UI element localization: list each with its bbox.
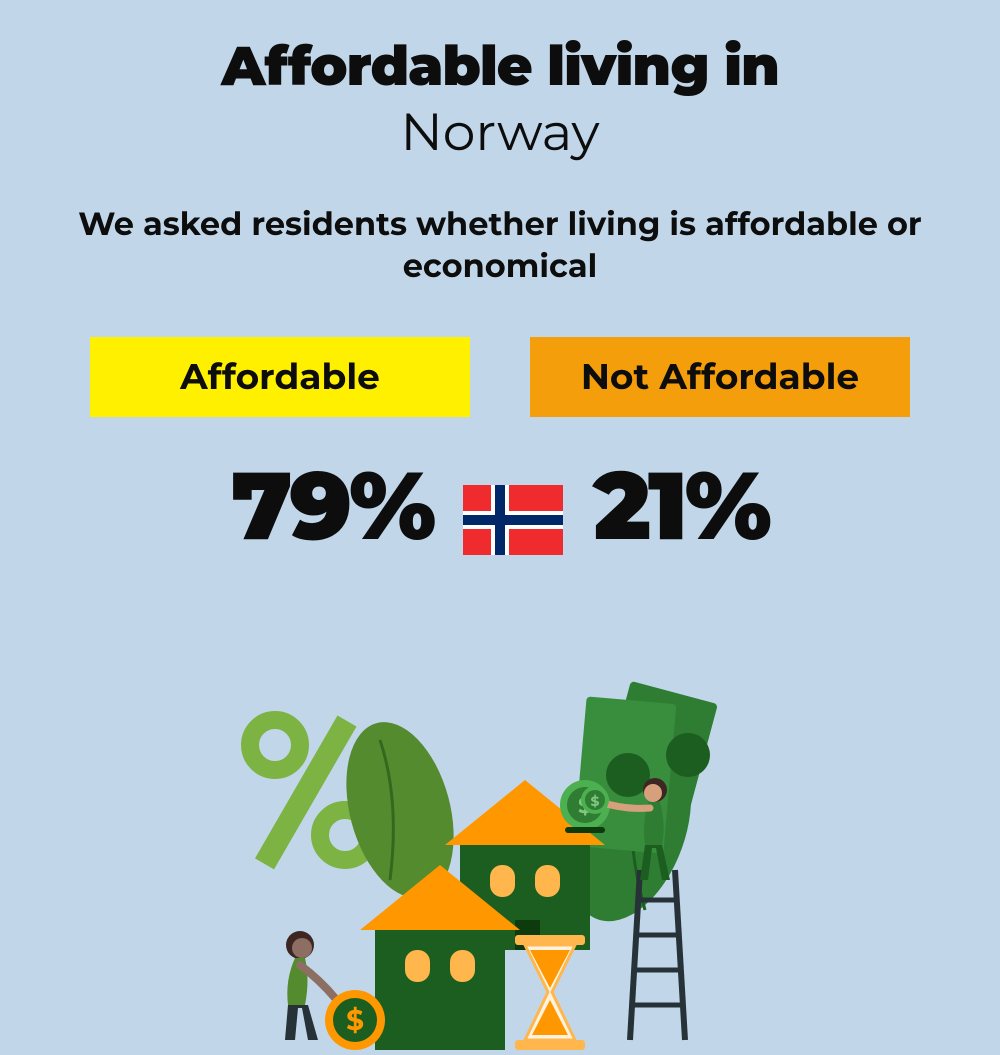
housing-illustration: $ $ [200, 650, 800, 1050]
svg-text:$: $ [346, 1004, 364, 1038]
header: Affordable living in Norway [0, 0, 1000, 164]
norway-flag-icon [463, 485, 563, 555]
person-left-icon: $ [285, 931, 385, 1050]
svg-text:$: $ [591, 792, 600, 810]
stats-container: Affordable Not Affordable [0, 337, 1000, 417]
not-affordable-stat: Not Affordable [530, 337, 910, 417]
affordable-stat: Affordable [90, 337, 470, 417]
not-affordable-value: 21% [593, 447, 769, 563]
hourglass-icon [515, 935, 585, 1050]
not-affordable-label: Not Affordable [530, 337, 910, 417]
title-line1: Affordable living in [0, 32, 1000, 99]
subtitle: We asked residents whether living is aff… [0, 204, 1000, 287]
title-line2: Norway [0, 101, 1000, 164]
ladder-icon [630, 870, 685, 1040]
values-row: 79% 21% [0, 447, 1000, 563]
affordable-value: 79% [231, 447, 433, 563]
affordable-label: Affordable [90, 337, 470, 417]
